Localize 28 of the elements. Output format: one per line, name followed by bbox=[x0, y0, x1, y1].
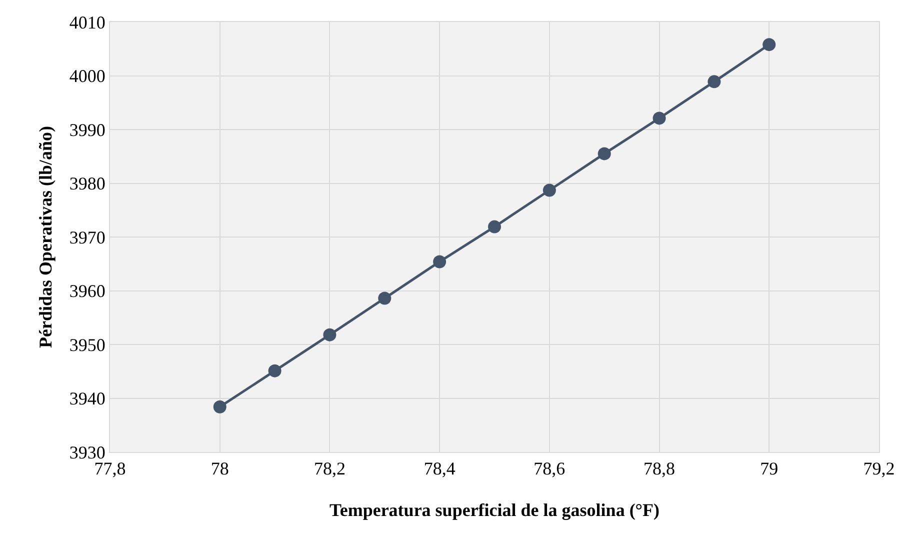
point bbox=[598, 147, 611, 160]
point bbox=[323, 328, 336, 342]
x-tick-label: 78,2 bbox=[314, 458, 346, 479]
point bbox=[652, 112, 666, 125]
y-tick-label: 3990 bbox=[69, 120, 106, 140]
x-tick-label: 79 bbox=[760, 458, 778, 479]
point bbox=[433, 255, 446, 268]
y-tick-label: 3980 bbox=[69, 174, 106, 194]
point bbox=[213, 400, 226, 414]
point bbox=[762, 38, 776, 52]
x-tick-label: 78,6 bbox=[534, 458, 566, 479]
y-tick-label: 4000 bbox=[69, 66, 106, 86]
y-tick-label: 3960 bbox=[69, 281, 106, 302]
x-tick-label: 78,8 bbox=[644, 458, 676, 479]
point bbox=[488, 220, 501, 234]
point bbox=[268, 364, 282, 378]
y-axis-title: Pérdidas Operativas (lb/año) bbox=[36, 126, 56, 348]
point bbox=[708, 75, 721, 88]
point bbox=[378, 292, 392, 305]
x-tick-label: 79,2 bbox=[863, 458, 895, 479]
x-axis-title: Temperatura superficial de la gasolina (°F) bbox=[329, 500, 660, 520]
y-tick-label: 3940 bbox=[69, 388, 106, 409]
x-tick-label: 78 bbox=[210, 458, 229, 479]
y-tick-label: 3950 bbox=[69, 334, 106, 355]
x-tick-label: 78,4 bbox=[424, 458, 456, 479]
y-tick-label: 4010 bbox=[69, 12, 106, 32]
point bbox=[542, 184, 556, 197]
y-tick-label: 3970 bbox=[69, 227, 106, 248]
